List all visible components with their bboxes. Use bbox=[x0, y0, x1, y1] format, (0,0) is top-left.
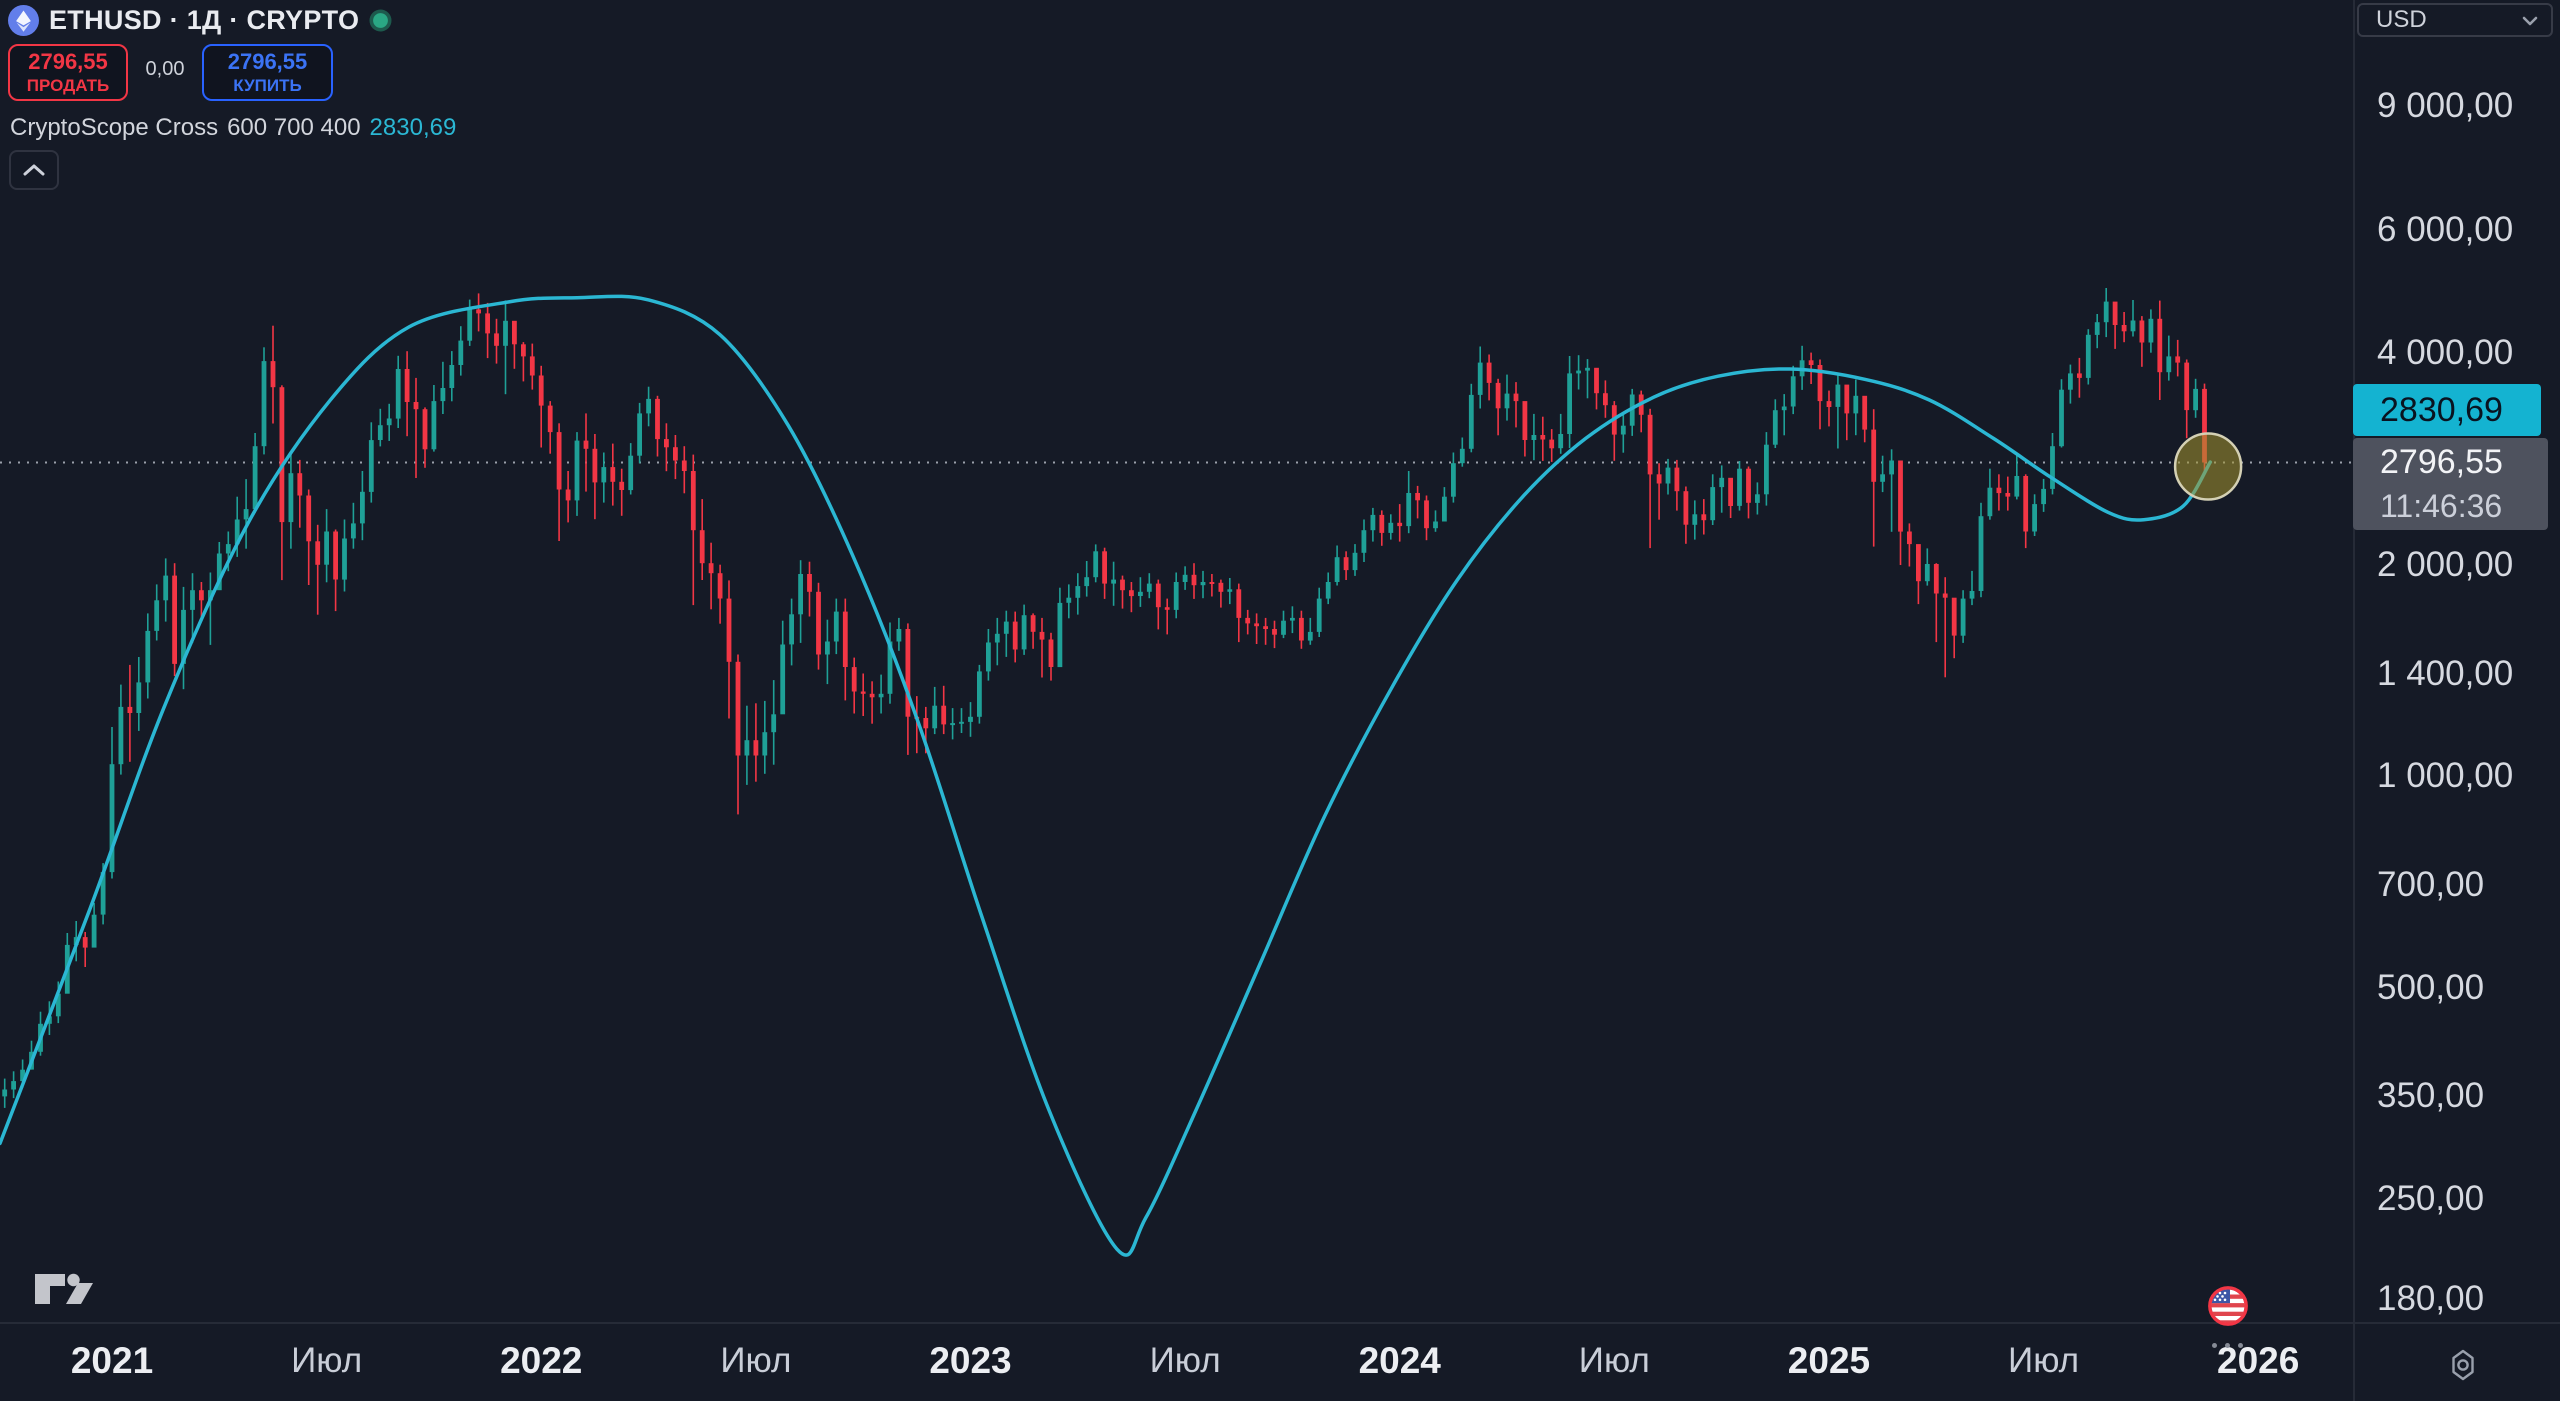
price-tick-label: 500,00 bbox=[2377, 967, 2485, 1007]
price-tick-label: 1 400,00 bbox=[2377, 653, 2514, 693]
buy-button[interactable]: 2796,55 КУПИТЬ bbox=[202, 44, 333, 101]
buy-label: КУПИТЬ bbox=[233, 76, 302, 96]
circle-drawing[interactable] bbox=[2173, 432, 2243, 501]
symbol-header: ETHUSD · 1Д · CRYPTO bbox=[8, 3, 392, 37]
price-tick-label: 350,00 bbox=[2377, 1076, 2485, 1116]
sell-price: 2796,55 bbox=[28, 48, 108, 74]
last-price-badge: 2796,55 11:46:36 bbox=[2353, 438, 2548, 531]
price-tick-label: 180,00 bbox=[2377, 1279, 2485, 1319]
price-tick-label: 6 000,00 bbox=[2377, 209, 2514, 249]
time-tick-label: 2026 bbox=[2217, 1340, 2300, 1381]
last-price-value: 2796,55 bbox=[2380, 443, 2503, 482]
market-status-icon[interactable] bbox=[369, 9, 392, 32]
price-tick-label: 700,00 bbox=[2377, 864, 2485, 904]
time-tick-label: Июл bbox=[291, 1341, 363, 1380]
currency-value: USD bbox=[2376, 6, 2427, 33]
buy-price: 2796,55 bbox=[227, 48, 308, 74]
event-dots bbox=[2212, 1343, 2243, 1348]
collapse-legend-button[interactable] bbox=[9, 150, 59, 190]
symbol-title[interactable]: ETHUSD · 1Д · CRYPTO bbox=[49, 4, 360, 35]
time-tick-label: Июл bbox=[1149, 1341, 1221, 1380]
indicator-value: 2830,69 bbox=[369, 114, 457, 141]
chevron-down-icon bbox=[2522, 16, 2538, 25]
time-tick-label: 2024 bbox=[1358, 1340, 1441, 1381]
indicator-name: CryptoScope Cross bbox=[10, 114, 219, 141]
indicator-line[interactable] bbox=[0, 294, 2213, 1257]
chevron-up-icon bbox=[23, 164, 45, 176]
price-tick-label: 9 000,00 bbox=[2377, 86, 2514, 125]
time-tick-label: Июл bbox=[2008, 1341, 2080, 1380]
chart-canvas[interactable] bbox=[0, 0, 2353, 1322]
time-tick-label: Июл bbox=[1578, 1341, 1650, 1380]
eth-logo-icon bbox=[8, 4, 39, 36]
spread-value: 0,00 bbox=[145, 58, 185, 80]
time-tick-label: 2025 bbox=[1787, 1340, 1871, 1381]
sell-button[interactable]: 2796,55 ПРОДАТЬ bbox=[8, 44, 128, 101]
price-axis[interactable]: USD 9 000,00 6 000,00 4 000,00 2 000,00 1 40… bbox=[2353, 0, 2560, 1322]
economic-event-flag-icon[interactable] bbox=[2206, 1284, 2250, 1333]
price-tick-label: 4 000,00 bbox=[2377, 333, 2514, 373]
price-scale-divider bbox=[2353, 0, 2355, 1401]
price-tick-label: 2 000,00 bbox=[2377, 544, 2514, 584]
time-tick-label: 2022 bbox=[500, 1340, 583, 1381]
tradingview-logo[interactable] bbox=[33, 1272, 97, 1311]
currency-dropdown[interactable]: USD bbox=[2357, 3, 2553, 37]
time-tick-label: 2023 bbox=[929, 1340, 1012, 1381]
price-tick-label: 250,00 bbox=[2377, 1178, 2485, 1218]
time-tick-label: Июл bbox=[720, 1341, 792, 1380]
time-tick-label: 2021 bbox=[70, 1340, 154, 1381]
indicator-legend[interactable]: CryptoScope Cross 600 700 400 2830,69 bbox=[10, 112, 456, 144]
price-tick-label: 1 000,00 bbox=[2377, 756, 2514, 796]
gear-icon[interactable] bbox=[2444, 1346, 2482, 1384]
candle-series bbox=[2, 288, 2207, 1108]
bar-countdown: 11:46:36 bbox=[2380, 488, 2503, 525]
time-scale-divider bbox=[0, 1322, 2560, 1324]
indicator-params: 600 700 400 bbox=[227, 114, 361, 141]
time-axis[interactable]: 2021 Июл 2022 Июл 2023 Июл 2024 Июл 2025 Июл 2026 bbox=[0, 1324, 2560, 1401]
sell-label: ПРОДАТЬ bbox=[26, 76, 110, 96]
indicator-value-badge: 2830,69 bbox=[2353, 384, 2541, 437]
